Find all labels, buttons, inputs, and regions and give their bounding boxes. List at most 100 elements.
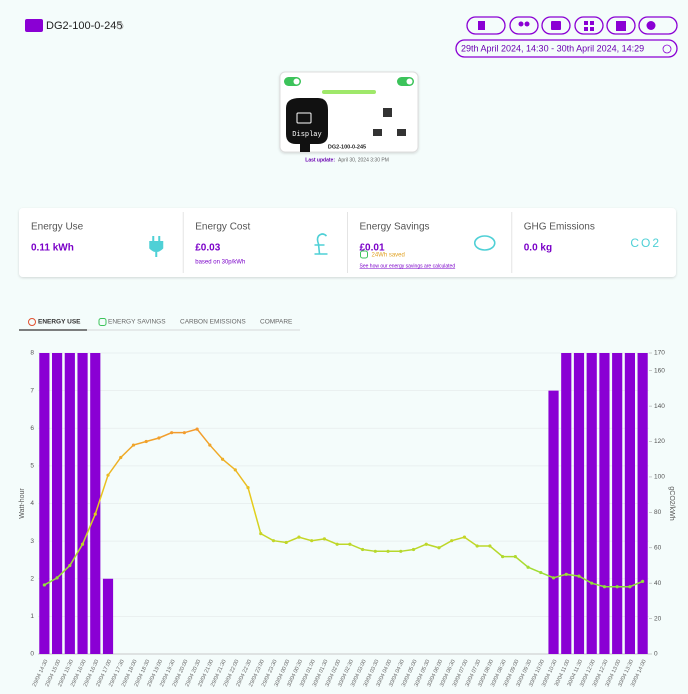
line-point bbox=[310, 539, 314, 543]
line bbox=[43, 428, 643, 588]
icon bbox=[616, 21, 626, 31]
tab[interactable]: ENERGY USE bbox=[38, 319, 81, 326]
line-point bbox=[220, 457, 225, 461]
line-point bbox=[80, 542, 85, 546]
line-point bbox=[411, 547, 416, 552]
bar bbox=[573, 353, 585, 654]
line-point bbox=[131, 443, 136, 447]
last-update: April 30, 2024 3:30 PM bbox=[338, 157, 389, 163]
date-range-button[interactable] bbox=[455, 39, 678, 58]
y-tick-label: 7 bbox=[30, 387, 34, 394]
stat-title: Energy Savings bbox=[360, 222, 430, 233]
toolbar bbox=[455, 16, 678, 58]
status-bar bbox=[322, 90, 376, 94]
line-point bbox=[551, 576, 556, 580]
line-point bbox=[93, 512, 97, 516]
line-point bbox=[348, 542, 352, 546]
bar bbox=[624, 353, 635, 654]
y-tick-label: 4 bbox=[30, 500, 34, 507]
stat-title: Energy Use bbox=[31, 222, 84, 233]
line-point bbox=[157, 436, 161, 440]
toggle-knob bbox=[406, 78, 413, 85]
y2-tick-label: 0 bbox=[654, 651, 658, 658]
line-point bbox=[119, 455, 123, 460]
y2-tick-label: 100 bbox=[654, 474, 665, 481]
line-point bbox=[577, 574, 581, 578]
line-point bbox=[564, 572, 568, 576]
icon bbox=[524, 21, 530, 27]
piggy-icon bbox=[473, 235, 496, 251]
line-point bbox=[170, 431, 174, 435]
bar bbox=[39, 353, 50, 654]
tab-icon bbox=[28, 318, 36, 326]
qr-button[interactable] bbox=[606, 16, 636, 35]
bar bbox=[77, 353, 88, 654]
y2-tick-label: 80 bbox=[654, 509, 662, 516]
stats: Energy Use 0.11 kWh Energy Cost £0.03 based … bbox=[31, 212, 661, 273]
line-point bbox=[488, 544, 492, 548]
y2-tick-label: 170 bbox=[654, 350, 665, 357]
y2-tick-label: 160 bbox=[654, 367, 665, 374]
date-range: 29th April 2024, 14:30 - 30th April 2024… bbox=[461, 43, 644, 53]
line-point bbox=[424, 542, 428, 546]
y-tick-label: 6 bbox=[30, 425, 34, 432]
line-point bbox=[182, 431, 186, 435]
line-point bbox=[284, 540, 288, 545]
line-point bbox=[106, 473, 110, 477]
bar bbox=[102, 578, 114, 654]
last-update-label: Last update: bbox=[305, 157, 335, 163]
y-tick-label: 2 bbox=[30, 575, 34, 582]
line-point bbox=[399, 549, 403, 553]
y2-tick-label: 140 bbox=[654, 403, 665, 410]
y-axis-label: Watt-hour bbox=[19, 488, 26, 519]
line-point bbox=[42, 583, 46, 587]
line-point bbox=[437, 546, 441, 550]
device-id: DG2-100-0-245 bbox=[328, 144, 366, 150]
y2-tick-label: 40 bbox=[654, 580, 662, 587]
report-button[interactable] bbox=[466, 16, 506, 35]
stat-note: 24Wh saved bbox=[372, 253, 405, 259]
y-tick-label: 5 bbox=[30, 463, 34, 470]
line-point bbox=[233, 468, 237, 472]
display-icon bbox=[296, 112, 312, 124]
device-name: DG2-100-0-245 bbox=[46, 20, 122, 32]
line-point bbox=[501, 555, 505, 559]
line-point bbox=[462, 535, 467, 539]
line-point bbox=[539, 570, 543, 575]
date-info-icon[interactable] bbox=[662, 44, 672, 54]
users-button[interactable] bbox=[509, 16, 539, 35]
y2-tick-label: 60 bbox=[654, 544, 662, 551]
y2-tick-label: 120 bbox=[654, 438, 665, 445]
line-point bbox=[373, 549, 377, 553]
icon bbox=[590, 21, 594, 25]
plug bbox=[286, 98, 328, 144]
line-point bbox=[259, 532, 263, 536]
settings-button[interactable] bbox=[638, 16, 678, 35]
line-point bbox=[602, 585, 607, 589]
info-icon[interactable] bbox=[116, 22, 124, 30]
line-point bbox=[386, 549, 390, 553]
line-point bbox=[208, 443, 212, 447]
line-point bbox=[271, 539, 276, 543]
tab[interactable]: CARBON EMISSIONS bbox=[180, 319, 246, 326]
stat-note: based on 30p/kWh bbox=[195, 260, 245, 266]
tab[interactable]: ENERGY SAVINGS bbox=[108, 319, 166, 326]
line-point bbox=[615, 585, 619, 589]
plug-cord bbox=[300, 144, 310, 152]
icon bbox=[551, 21, 561, 30]
calendar-button[interactable] bbox=[541, 16, 571, 35]
layout-button[interactable] bbox=[574, 16, 604, 35]
stat-title: GHG Emissions bbox=[524, 222, 595, 233]
device-icon bbox=[25, 19, 43, 32]
toolbar-icons bbox=[478, 21, 656, 31]
tab-icon bbox=[98, 318, 107, 326]
tab[interactable]: COMPARE bbox=[260, 319, 293, 326]
pound-icon bbox=[314, 233, 328, 255]
stat-value: 0.0 kg bbox=[524, 243, 552, 254]
line-point bbox=[360, 547, 365, 552]
leaf-icon bbox=[360, 250, 368, 259]
line-point bbox=[297, 535, 301, 539]
co2-icon: CO2 bbox=[630, 236, 661, 250]
line-point bbox=[322, 537, 327, 541]
line-point bbox=[526, 565, 530, 569]
